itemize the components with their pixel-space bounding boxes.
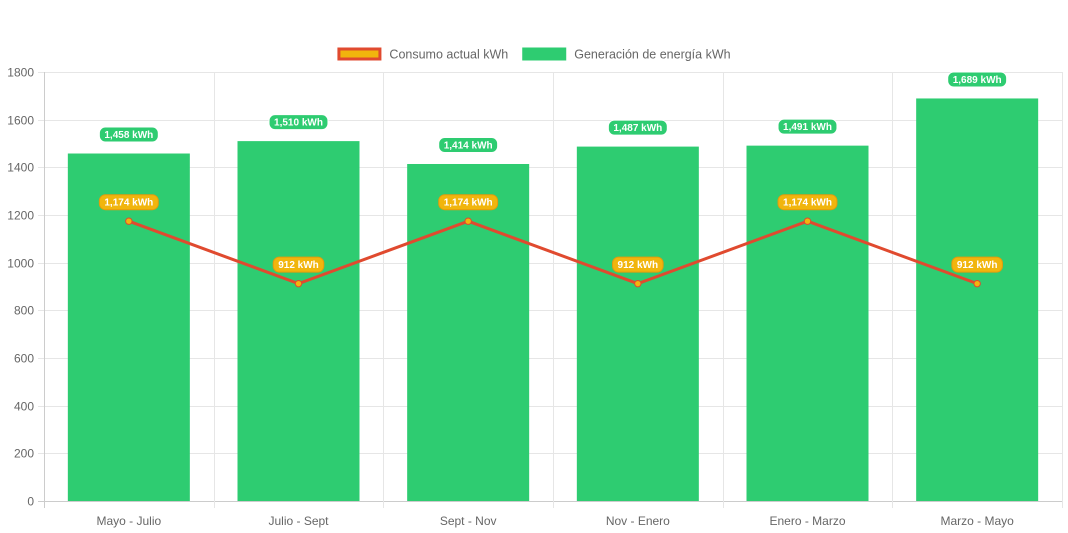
legend-label-consumo[interactable]: Consumo actual kWh (389, 48, 508, 62)
line-data-label: 912 kWh (278, 260, 319, 271)
y-tick-label: 1400 (7, 161, 34, 175)
y-tick-label: 0 (27, 495, 34, 509)
line-data-label-bg (438, 194, 499, 211)
bar[interactable] (576, 146, 699, 501)
line-point[interactable] (634, 279, 642, 288)
y-tick-label: 1000 (7, 257, 34, 271)
line-point[interactable] (125, 217, 133, 225)
bar-data-label: 1,414 kWh (444, 140, 493, 151)
y-tick-label: 1200 (7, 209, 34, 223)
line-data-label-bg (272, 256, 325, 273)
bar-data-label: 1,458 kWh (104, 130, 153, 141)
line-data-label-bg (951, 256, 1003, 273)
y-tick-label: 600 (14, 352, 34, 366)
bar[interactable] (237, 141, 360, 501)
bar-data-label-bg (777, 118, 838, 135)
x-tick-label: Sept - Nov (440, 514, 497, 528)
bar[interactable] (67, 153, 190, 501)
x-tick-label: Enero - Marzo (769, 514, 845, 528)
x-tick-label: Marzo - Mayo (940, 514, 1014, 528)
y-tick-label: 400 (14, 400, 34, 414)
bar[interactable] (407, 163, 530, 501)
line-point[interactable] (294, 279, 303, 288)
line-data-label-bg (612, 256, 664, 273)
line-data-label: 1,174 kWh (783, 198, 832, 209)
line-point[interactable] (803, 217, 812, 225)
x-tick-label: Nov - Enero (606, 514, 670, 528)
legend-swatch-consumo[interactable] (337, 47, 382, 61)
bar[interactable] (916, 98, 1039, 501)
bar-data-label: 1,510 kWh (274, 118, 323, 129)
bar-data-label-bg (947, 71, 1008, 88)
bar-data-label: 1,491 kWh (783, 122, 832, 133)
x-tick-label: Mayo - Julio (96, 514, 161, 528)
line-point[interactable] (973, 279, 981, 288)
line-data-label: 912 kWh (957, 260, 998, 271)
bar-data-label-bg (438, 136, 499, 153)
legend-label-generacion[interactable]: Generación de energía kWh (574, 48, 730, 62)
x-tick-label: Julio - Sept (268, 514, 329, 528)
y-tick-label: 800 (14, 304, 34, 318)
y-tick-label: 1600 (7, 114, 34, 128)
bar-data-label-bg (607, 119, 668, 136)
line-point[interactable] (464, 217, 472, 225)
line-data-label: 1,174 kWh (444, 198, 493, 209)
line-data-label: 1,174 kWh (104, 198, 153, 209)
line-series (128, 219, 978, 286)
bar-data-label-bg (98, 126, 159, 143)
bar-data-label: 1,689 kWh (953, 75, 1002, 86)
y-tick-label: 1800 (7, 66, 34, 80)
legend-swatch-generacion[interactable] (522, 47, 567, 61)
y-tick-label: 200 (14, 447, 34, 461)
bar-data-label-bg (268, 114, 329, 131)
line-data-label-bg (98, 194, 159, 211)
line-data-label: 912 kWh (618, 260, 659, 271)
line-data-label-bg (777, 194, 838, 211)
bar-data-label: 1,487 kWh (613, 123, 662, 134)
